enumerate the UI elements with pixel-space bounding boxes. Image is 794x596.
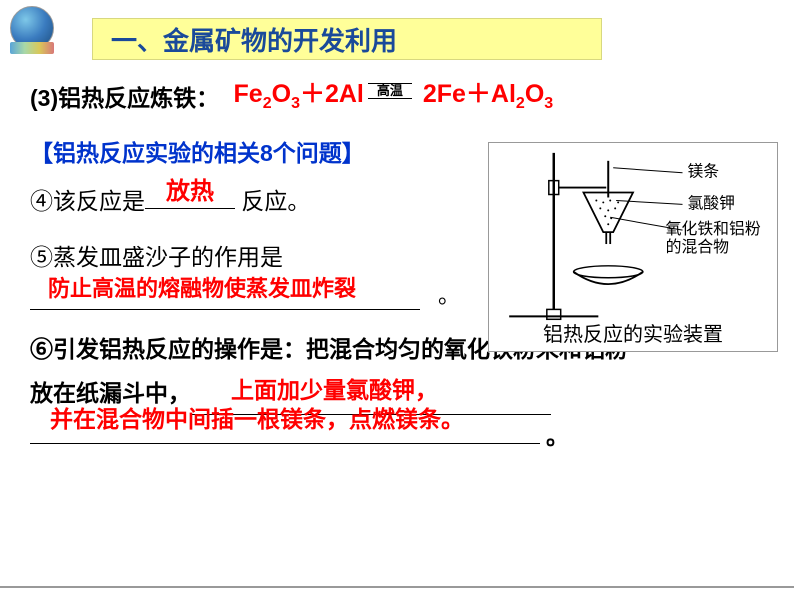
label-mg: 镁条 [687,163,719,181]
label-kclo3: 氯酸钾 [687,194,735,212]
bottom-divider [0,586,794,588]
slide: 一、金属矿物的开发利用 (3)铝热反应炼铁： Fe2O3＋2Al高温 2Fe＋A… [0,0,794,596]
diagram-caption: 铝热反应的实验装置 [489,318,777,347]
equation-line: (3)铝热反应炼铁： Fe2O3＋2Al高温 2Fe＋Al2O3 [30,80,774,120]
label-mix1: 氧化铁和铝粉 [666,220,761,238]
title-banner: 一、金属矿物的开发利用 [92,18,602,60]
q4-answer: 放热 [166,171,214,206]
apparatus-diagram: 镁条 氯酸钾 氧化铁和铝粉 的混合物 铝热反应的实验装置 [488,142,778,352]
reaction-condition: 高温 [368,83,412,99]
item3-label: (3)铝热反应炼铁： [30,85,219,111]
equation: Fe2O3＋2Al高温 2Fe＋Al2O3 [234,80,554,108]
q6-answer2: 并在混合物中间插一根镁条，点燃镁条。 [50,398,464,442]
title-text: 一、金属矿物的开发利用 [111,21,397,58]
label-mix2: 的混合物 [666,238,729,256]
logo [10,6,60,56]
q5-answer: 防止高温的熔融物使蒸发皿炸裂 [48,271,356,303]
